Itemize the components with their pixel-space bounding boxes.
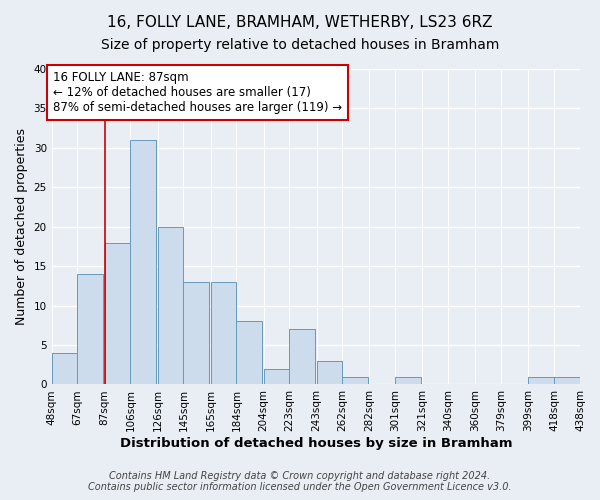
Text: Size of property relative to detached houses in Bramham: Size of property relative to detached ho… bbox=[101, 38, 499, 52]
Y-axis label: Number of detached properties: Number of detached properties bbox=[15, 128, 28, 325]
Bar bbox=[236, 322, 262, 384]
Bar bbox=[211, 282, 236, 384]
X-axis label: Distribution of detached houses by size in Bramham: Distribution of detached houses by size … bbox=[119, 437, 512, 450]
Bar bbox=[529, 376, 554, 384]
Bar bbox=[343, 376, 368, 384]
Bar bbox=[554, 376, 580, 384]
Text: Contains HM Land Registry data © Crown copyright and database right 2024.
Contai: Contains HM Land Registry data © Crown c… bbox=[88, 471, 512, 492]
Bar bbox=[77, 274, 103, 384]
Bar bbox=[130, 140, 156, 384]
Bar bbox=[184, 282, 209, 384]
Bar bbox=[289, 330, 315, 384]
Bar bbox=[158, 226, 184, 384]
Text: 16 FOLLY LANE: 87sqm
← 12% of detached houses are smaller (17)
87% of semi-detac: 16 FOLLY LANE: 87sqm ← 12% of detached h… bbox=[53, 72, 342, 114]
Bar bbox=[52, 353, 77, 384]
Bar bbox=[263, 368, 289, 384]
Bar bbox=[395, 376, 421, 384]
Text: 16, FOLLY LANE, BRAMHAM, WETHERBY, LS23 6RZ: 16, FOLLY LANE, BRAMHAM, WETHERBY, LS23 … bbox=[107, 15, 493, 30]
Bar bbox=[317, 361, 343, 384]
Bar bbox=[104, 242, 130, 384]
